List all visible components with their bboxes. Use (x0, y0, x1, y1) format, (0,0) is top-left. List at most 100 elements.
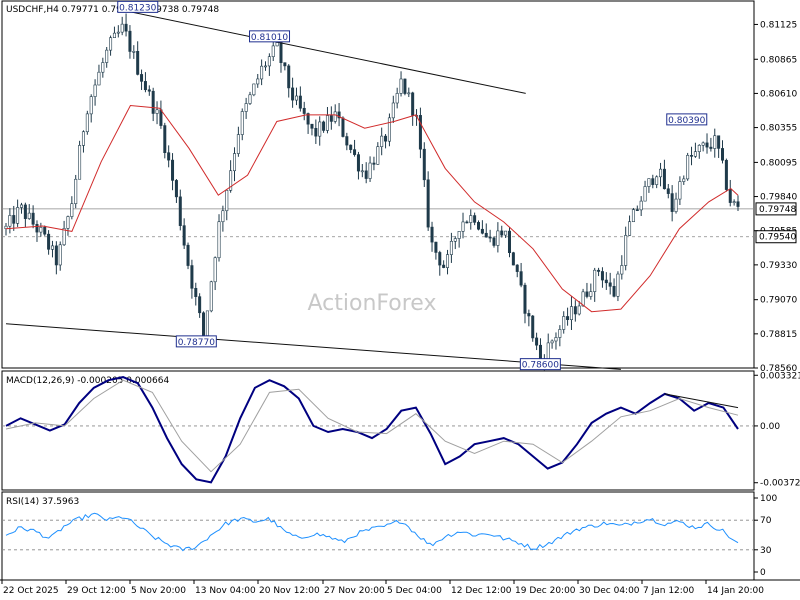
macd-ytick-label: -0.003723 (760, 479, 800, 489)
candle-body (724, 159, 728, 190)
candle-body (376, 146, 380, 165)
macd-series-signal (5, 379, 739, 473)
rsi-ytick-label: 70 (760, 516, 772, 526)
candle-body (23, 204, 27, 219)
candle-body (589, 291, 593, 297)
candle-body (395, 93, 399, 104)
candle-body (399, 78, 403, 94)
candle-body (294, 95, 298, 101)
candle-body (205, 310, 209, 336)
candle-body (112, 32, 116, 39)
candle-body (538, 344, 542, 361)
candle-body (387, 117, 391, 142)
candle-body (581, 291, 585, 307)
price-ytick-label: 0.81125 (760, 20, 797, 30)
candle-body (659, 168, 663, 178)
candle-body (244, 103, 248, 112)
candle-body (674, 198, 678, 212)
candle-body (182, 225, 186, 246)
candle-body (275, 42, 279, 47)
candle-body (465, 221, 469, 224)
candle-body (217, 221, 221, 259)
candle-body (263, 65, 267, 68)
candle-body (279, 42, 283, 64)
candle-body (600, 271, 604, 281)
price-annotation-3: 0.78600 (522, 361, 559, 371)
macd-series-macd (5, 376, 739, 484)
candle-body (480, 228, 484, 234)
price-tag-box (755, 230, 797, 244)
candle-body (329, 115, 333, 122)
price-annotation-box-2 (175, 335, 217, 348)
panel-frame-0 (1, 0, 755, 369)
candle-body (566, 316, 570, 320)
candle-body (140, 74, 144, 82)
candle-body (577, 305, 581, 315)
x-tick-label: 22 Oct 2025 (3, 586, 59, 596)
candle-body (345, 136, 349, 146)
price-annotation-2: 0.78770 (178, 338, 215, 348)
candle-body (252, 83, 256, 96)
candle-body (89, 96, 93, 115)
candle-body (569, 306, 573, 320)
candle-body (597, 269, 601, 272)
candle-body (105, 49, 109, 63)
candle-body (66, 216, 70, 229)
candle-body (736, 201, 740, 207)
price-ytick-label: 0.80610 (760, 89, 797, 99)
moving-average-line (5, 104, 739, 313)
rsi-series (5, 512, 739, 552)
candle-body (511, 252, 515, 266)
candle-body (202, 312, 206, 336)
candle-body (159, 109, 163, 126)
price-ytick-label: 0.79330 (760, 261, 797, 271)
candle-body (260, 65, 264, 80)
candle-body (469, 215, 473, 223)
candle-body (39, 227, 43, 233)
candle-body (655, 176, 659, 185)
candle-body (717, 135, 721, 149)
candle-body (438, 252, 442, 266)
candle-body (62, 228, 66, 246)
candle-body (47, 233, 51, 250)
candle-body (666, 188, 670, 194)
price-annotation-4: 0.80390 (668, 116, 705, 126)
candle-body (233, 153, 237, 172)
x-tick-label: 12 Dec 12:00 (451, 586, 512, 596)
candle-body (453, 238, 457, 242)
candle-body (585, 291, 589, 297)
price-ytick-label: 0.80865 (760, 55, 797, 65)
candle-body (248, 94, 252, 104)
candle-body (446, 254, 450, 268)
candle-body (155, 109, 159, 114)
candle-body (19, 204, 23, 208)
candle-body (256, 78, 260, 85)
candle-body (302, 107, 306, 114)
candle-body (403, 78, 407, 94)
candle-body (314, 128, 318, 137)
candle-body (500, 230, 504, 236)
price-tag-0: 0.79748 (755, 202, 797, 216)
price-annotation-box-0 (117, 0, 159, 13)
candle-body (473, 215, 477, 223)
candle-body (372, 162, 376, 165)
candle-body (287, 65, 291, 89)
candle-body (535, 337, 539, 346)
candle-body (167, 152, 171, 161)
candle-body (701, 142, 705, 146)
candle-body (713, 135, 717, 149)
price-tag-box (755, 202, 797, 216)
candle-body (190, 265, 194, 289)
candle-body (198, 296, 202, 314)
candle-body (349, 144, 353, 150)
candle-body (101, 62, 105, 73)
rsi-ytick-label: 30 (760, 546, 772, 556)
price-title: USDCHF,H4 0.79771 0.79796 0.79738 0.7974… (6, 5, 219, 15)
price-ytick-label: 0.79840 (760, 193, 797, 203)
price-annotation-box-1 (249, 30, 291, 43)
candle-body (341, 117, 345, 137)
price-ytick-label: 0.78815 (760, 330, 797, 340)
candle-body (686, 155, 690, 180)
candle-body (356, 154, 360, 172)
price-ytick-label: 0.78560 (760, 364, 797, 374)
